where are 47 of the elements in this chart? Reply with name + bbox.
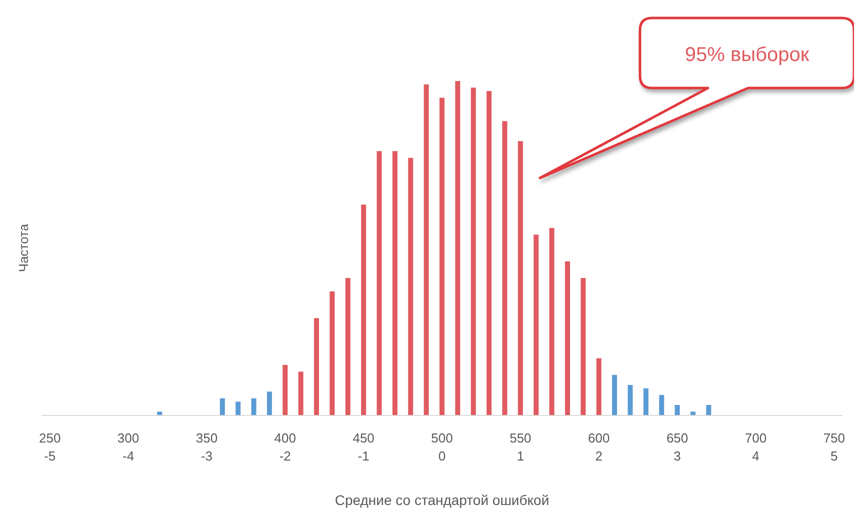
bar — [376, 151, 382, 415]
bar — [659, 394, 664, 415]
bar — [282, 364, 288, 415]
bar — [236, 402, 241, 415]
bar — [643, 388, 648, 415]
bar — [298, 372, 304, 415]
x-tick-label: 250 -5 — [38, 430, 61, 464]
x-tick-label: 350 -3 — [196, 430, 218, 464]
bar — [518, 141, 523, 415]
bar — [674, 404, 680, 415]
x-tick-label: 550 1 — [510, 430, 532, 464]
bar — [534, 234, 539, 415]
x-tick-label: 750 5 — [823, 430, 846, 464]
x-axis-title: Средние со стандартой ошибкой — [334, 492, 550, 508]
bar — [690, 412, 696, 415]
bar — [440, 98, 444, 415]
bar — [706, 404, 712, 415]
bar — [314, 318, 320, 415]
bar — [361, 204, 366, 415]
x-tick-label: 300 -4 — [117, 430, 140, 464]
bar — [455, 81, 460, 415]
bar — [330, 291, 335, 415]
bar — [345, 278, 350, 415]
bar — [424, 84, 429, 415]
x-tick-label: 650 3 — [666, 430, 688, 464]
bar — [470, 88, 476, 415]
bar — [628, 384, 633, 415]
y-axis-title: Частота — [16, 223, 31, 272]
x-tick-label: 500 0 — [431, 430, 453, 464]
bar — [612, 374, 618, 415]
bar — [502, 121, 508, 415]
bar — [392, 151, 398, 415]
bar — [408, 158, 414, 415]
bar — [596, 358, 602, 415]
x-tick-label: 400 -2 — [274, 430, 296, 464]
bar — [549, 228, 554, 415]
x-tick-label: 600 2 — [588, 430, 610, 464]
x-tick-label: 450 -1 — [352, 430, 374, 464]
bar — [251, 398, 256, 415]
text: 95% выборок — [684, 44, 810, 66]
bar — [266, 392, 272, 415]
bar — [564, 261, 570, 415]
bar — [157, 412, 162, 415]
bar — [486, 91, 492, 415]
bar — [580, 278, 586, 415]
x-tick-label: 700 4 — [744, 430, 767, 464]
bar — [220, 398, 225, 415]
